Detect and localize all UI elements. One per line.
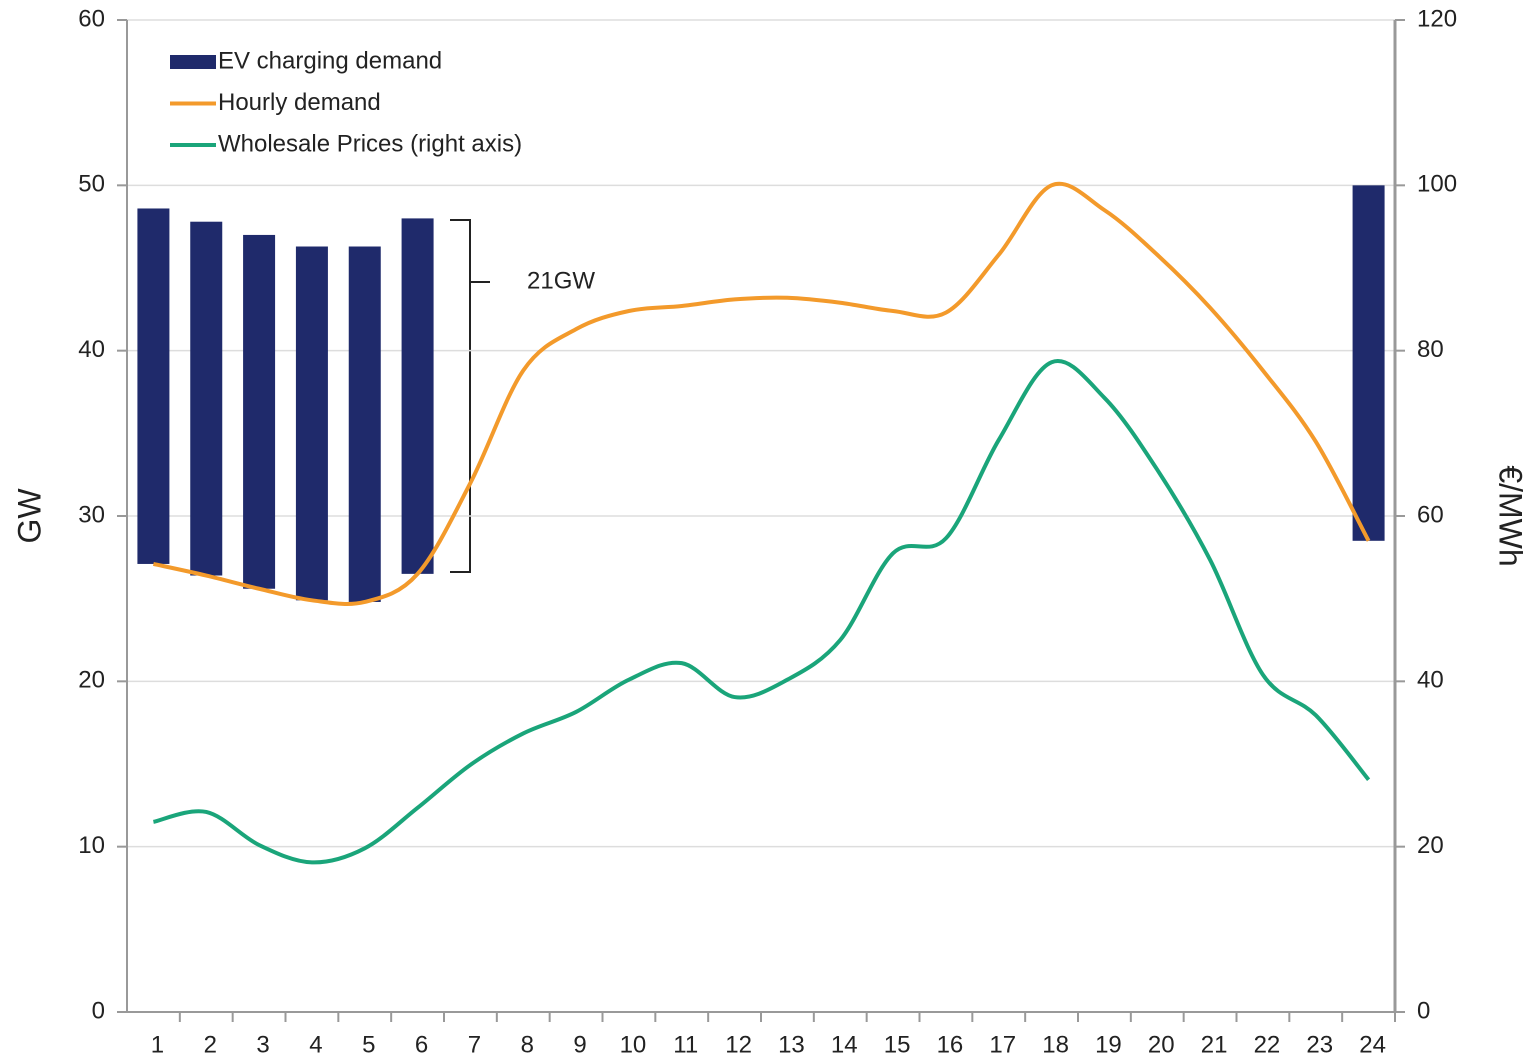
bar	[295, 246, 328, 601]
line	[152, 359, 1371, 865]
x-tick-label: 24	[1359, 1031, 1386, 1058]
x-tick-label: 6	[415, 1031, 428, 1058]
bar	[348, 246, 381, 602]
y-axis-label: GW	[11, 488, 47, 544]
y-tick-label: 60	[78, 5, 105, 32]
y2-tick-label: 20	[1417, 832, 1444, 859]
y-tick-label: 20	[78, 667, 105, 694]
x-tick-label: 2	[204, 1031, 217, 1058]
y2-tick-label: 60	[1417, 501, 1444, 528]
y-tick-label: 40	[78, 336, 105, 363]
bracket	[450, 219, 490, 573]
x-tick-label: 14	[831, 1031, 858, 1058]
bar	[243, 234, 276, 589]
y2-tick-label: 120	[1417, 5, 1457, 32]
bar	[190, 221, 223, 576]
x-tick-label: 21	[1201, 1031, 1228, 1058]
y2-tick-label: 100	[1417, 171, 1457, 198]
x-tick-label: 4	[309, 1031, 322, 1058]
x-tick-label: 12	[725, 1031, 752, 1058]
legend-swatch	[170, 55, 216, 69]
y2-tick-label: 40	[1417, 667, 1444, 694]
y-tick-label: 30	[78, 501, 105, 528]
x-tick-label: 8	[521, 1031, 534, 1058]
legend-label: EV charging demand	[218, 47, 442, 74]
x-tick-label: 13	[778, 1031, 805, 1058]
y-tick-label: 10	[78, 832, 105, 859]
bar	[401, 218, 434, 574]
annotation: 21GW	[527, 267, 595, 294]
x-tick-label: 23	[1306, 1031, 1333, 1058]
x-tick-label: 1	[151, 1031, 164, 1058]
x-tick-label: 9	[573, 1031, 586, 1058]
x-tick-label: 5	[362, 1031, 375, 1058]
x-tick-label: 7	[468, 1031, 481, 1058]
y-tick-label: 50	[78, 171, 105, 198]
legend-label: Hourly demand	[218, 89, 381, 116]
x-tick-label: 10	[620, 1031, 647, 1058]
line	[152, 181, 1371, 606]
x-tick-label: 18	[1042, 1031, 1069, 1058]
x-tick-label: 17	[989, 1031, 1016, 1058]
legend-label: Wholesale Prices (right axis)	[218, 130, 522, 157]
y-tick-label: 0	[92, 997, 105, 1024]
y2-tick-label: 0	[1417, 997, 1430, 1024]
bar	[137, 208, 170, 564]
x-tick-label: 15	[884, 1031, 911, 1058]
y2-axis-label: €/MWh	[1493, 465, 1529, 566]
bar	[1352, 185, 1385, 541]
x-tick-label: 16	[937, 1031, 964, 1058]
y2-tick-label: 80	[1417, 336, 1444, 363]
x-tick-label: 20	[1148, 1031, 1175, 1058]
x-tick-label: 11	[673, 1031, 698, 1058]
x-tick-label: 19	[1095, 1031, 1122, 1058]
x-tick-label: 3	[256, 1031, 269, 1058]
x-tick-label: 22	[1254, 1031, 1281, 1058]
